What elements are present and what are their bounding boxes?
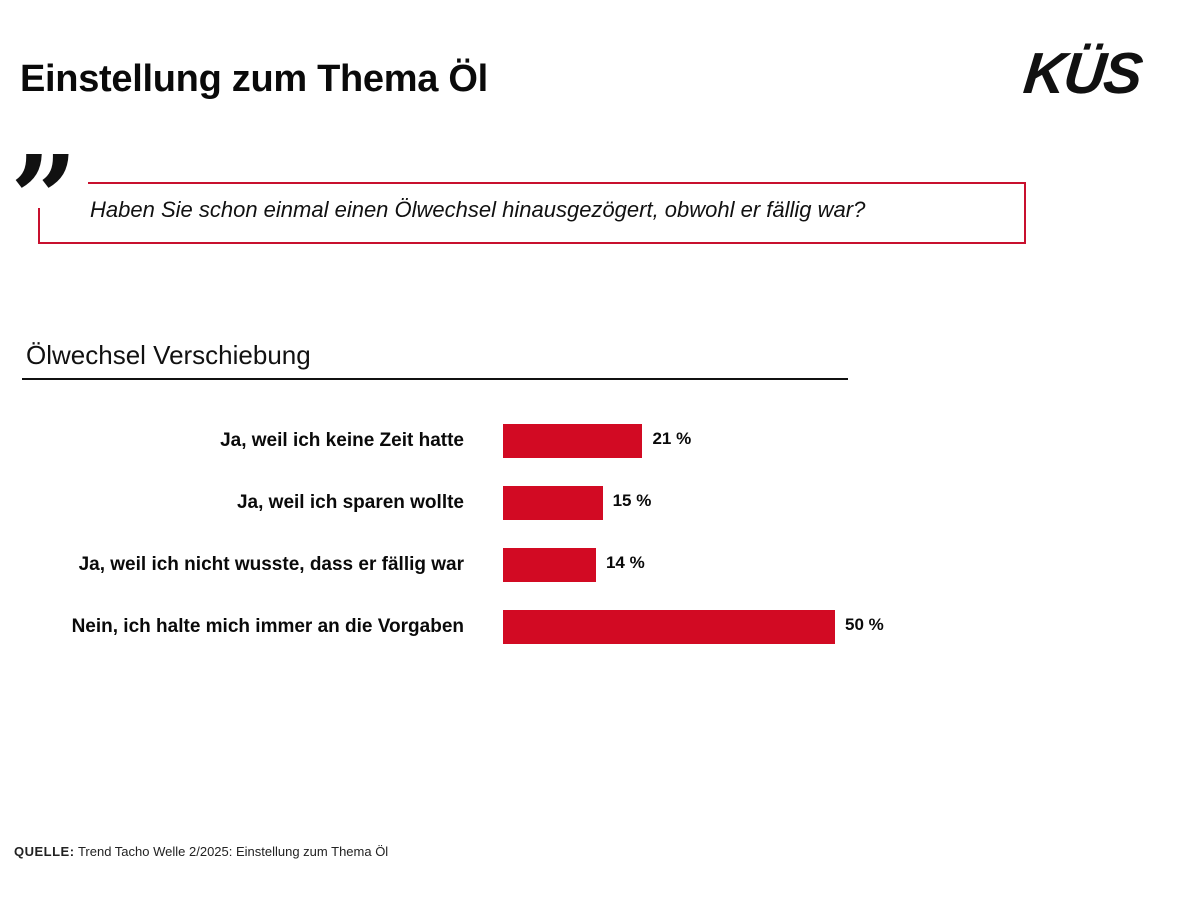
- bar: [503, 548, 596, 582]
- value-label: 14 %: [605, 553, 645, 572]
- category-label: Ja, weil ich nicht wusste, dass er fälli…: [78, 554, 464, 575]
- category-label: Nein, ich halte mich immer an die Vorgab…: [71, 616, 464, 637]
- category-label: Ja, weil ich keine Zeit hatte: [220, 430, 464, 451]
- value-label: 50 %: [845, 615, 884, 634]
- bar: [503, 486, 603, 520]
- kues-logo: KÜS: [1020, 41, 1144, 106]
- source-note: QUELLE: Trend Tacho Welle 2/2025: Einste…: [14, 844, 388, 859]
- value-label: 15 %: [612, 491, 652, 510]
- question-box: [38, 182, 1026, 244]
- source-text: Trend Tacho Welle 2/2025: Einstellung zu…: [77, 844, 389, 859]
- chart-title-rule: [22, 378, 848, 380]
- quote-icon: ”: [10, 129, 78, 268]
- chart-title: Ölwechsel Verschiebung: [26, 340, 311, 370]
- bar: [503, 424, 643, 458]
- value-label: 21 %: [652, 429, 692, 448]
- page-title: Einstellung zum Thema Öl: [20, 58, 488, 100]
- category-label: Ja, weil ich sparen wollte: [236, 492, 464, 513]
- question-text: Haben Sie schon einmal einen Ölwechsel h…: [90, 197, 866, 222]
- source-label: QUELLE:: [14, 844, 75, 859]
- bar: [503, 610, 835, 644]
